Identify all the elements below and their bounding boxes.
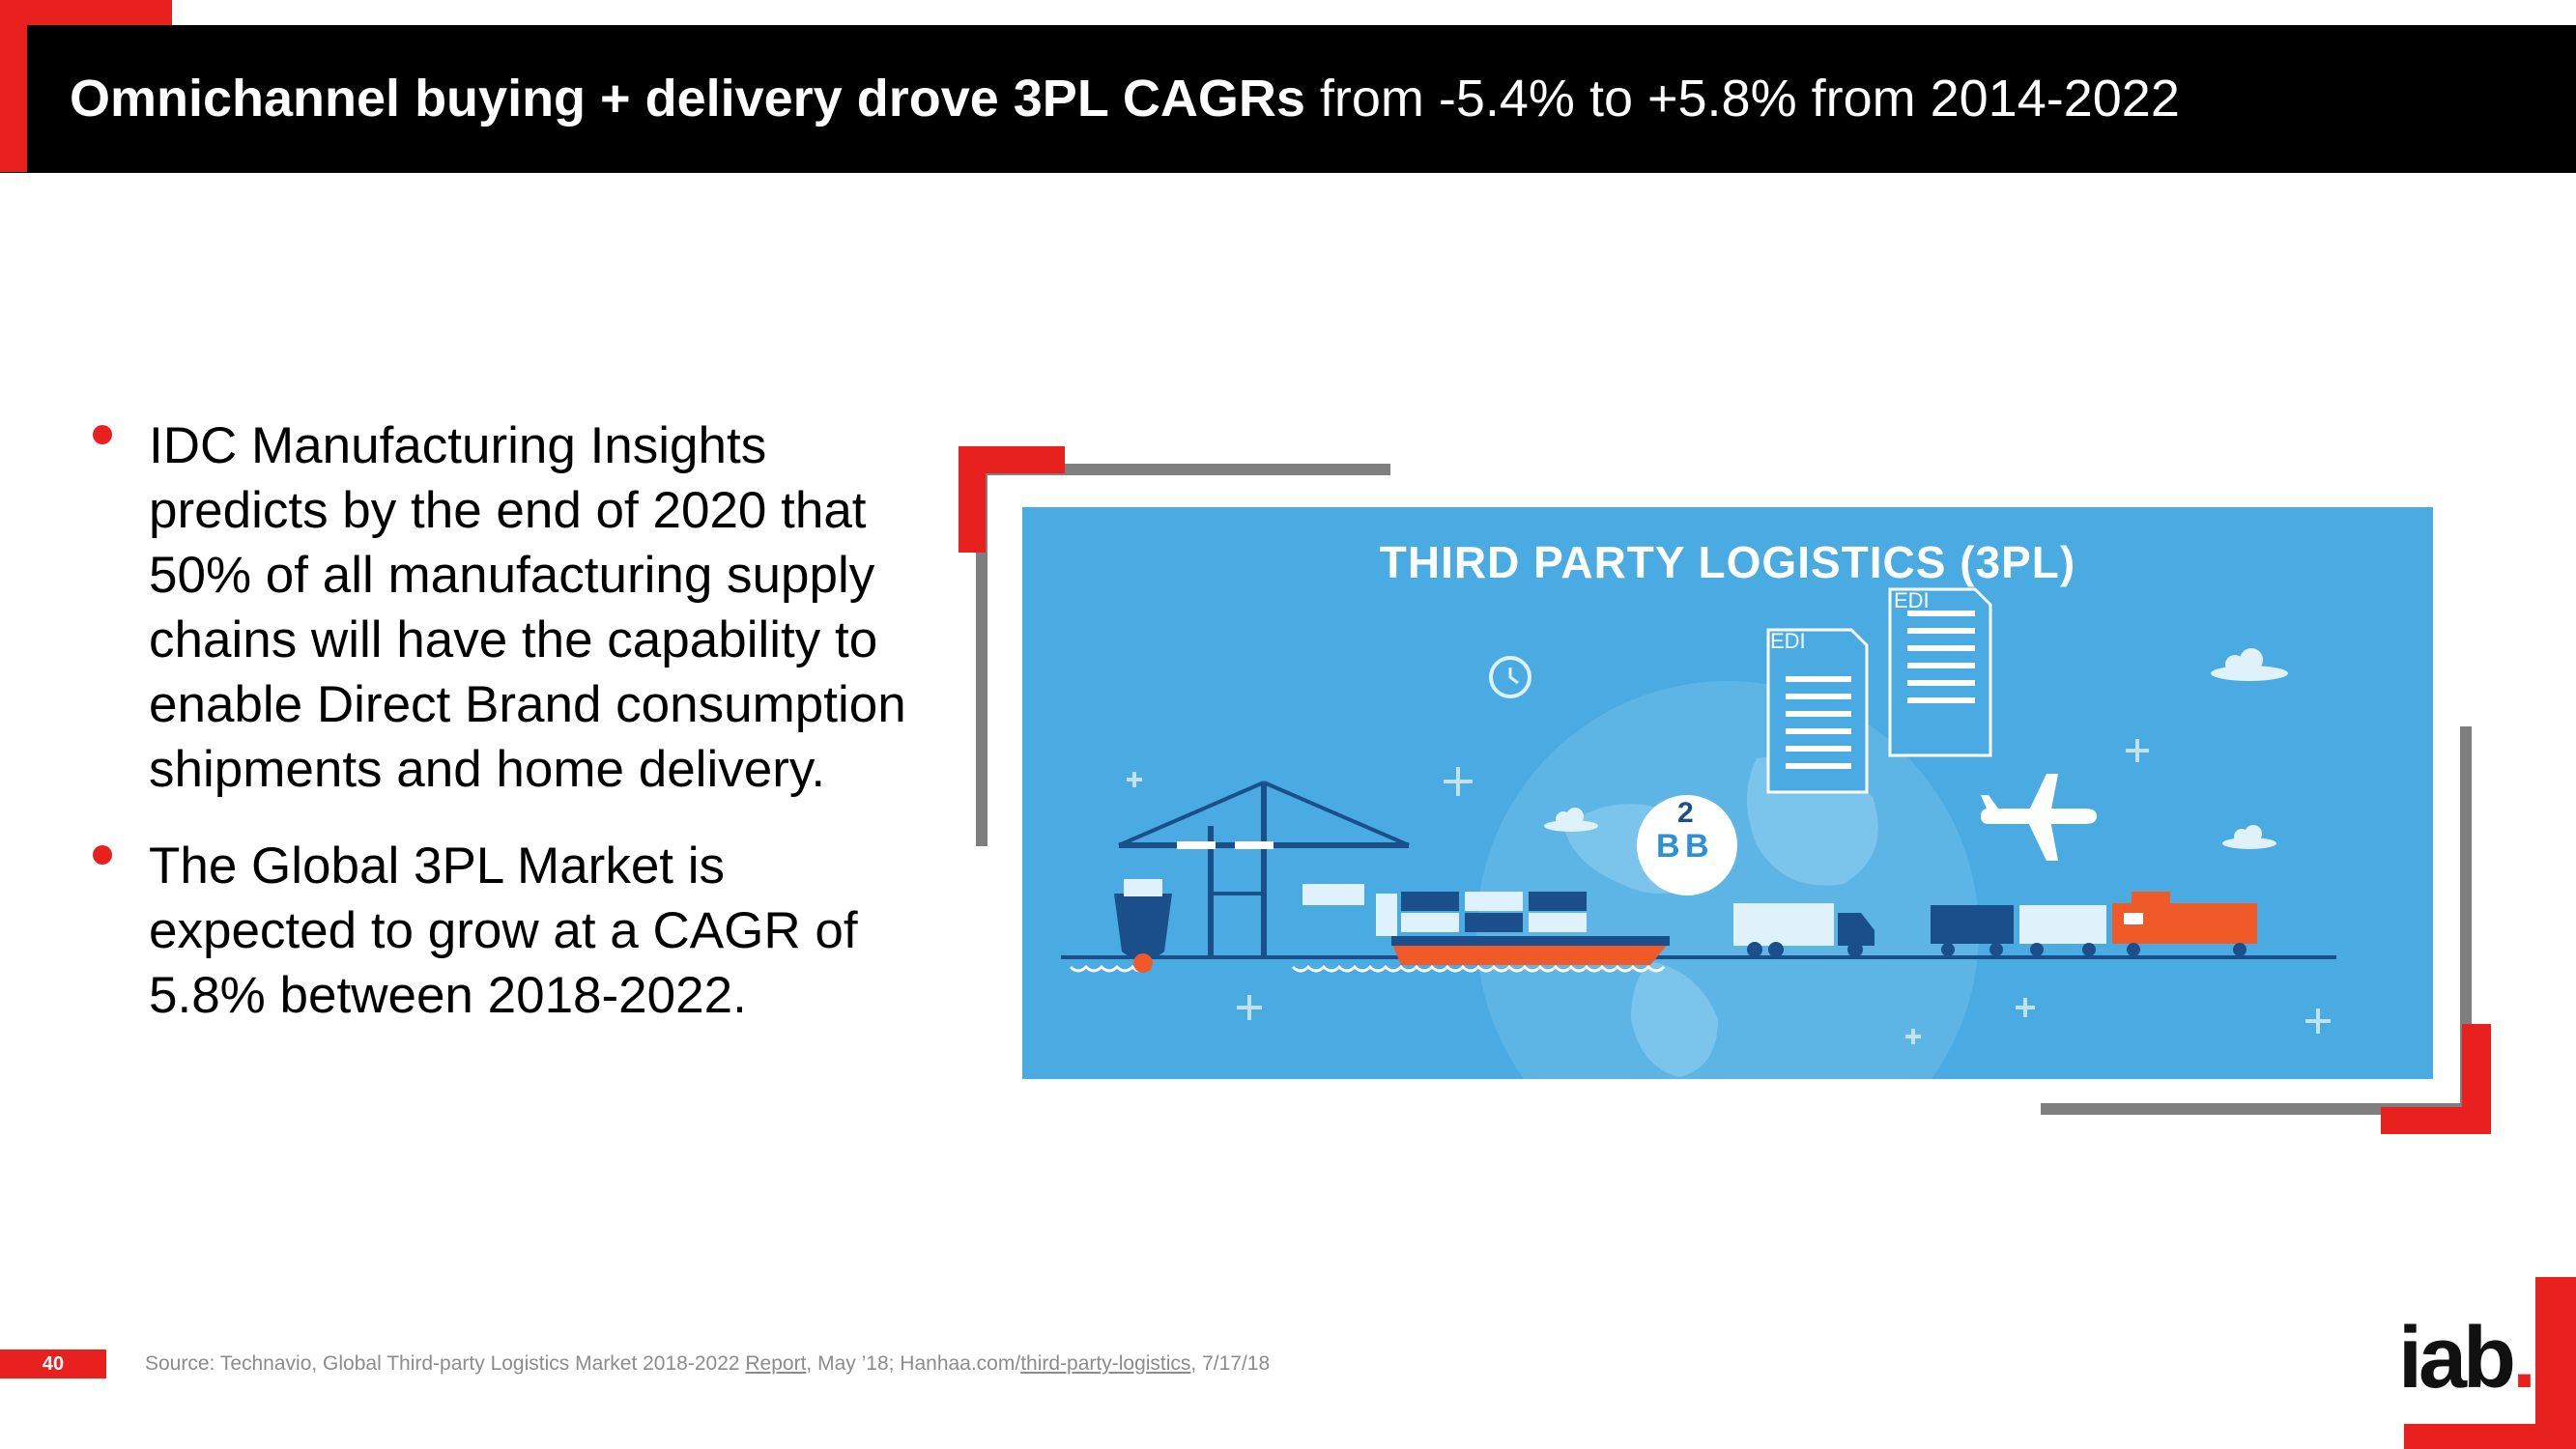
logo-corner-vertical <box>2535 1277 2576 1449</box>
document-icon <box>1888 587 1992 757</box>
airplane-icon <box>1981 774 2097 861</box>
ship-icon <box>1376 892 1670 965</box>
frame-left-gray-bar <box>976 464 987 846</box>
source-report-link[interactable]: Report <box>745 1352 807 1375</box>
bullet-text: The Global 3PL Market is expected to gro… <box>149 838 858 1024</box>
iab-logo: iab. <box>2398 1309 2536 1408</box>
source-note: Source: Technavio, Global Third-party Lo… <box>145 1352 1270 1376</box>
frame-left-red-corner <box>959 446 986 553</box>
title-accent-horizontal <box>0 0 172 25</box>
bullet-list: IDC Manufacturing Insights predicts by t… <box>85 413 935 1060</box>
logo-text: iab <box>2398 1310 2516 1406</box>
source-hanhaa-link[interactable]: third-party-logistics <box>1020 1352 1191 1375</box>
illustration-title: THIRD PARTY LOGISTICS (3PL) <box>1379 537 2076 587</box>
title-accent-vertical <box>0 0 27 172</box>
b2b-left-label: B <box>1656 828 1680 865</box>
logo-dot: . <box>2512 1310 2536 1406</box>
clock-icon <box>1489 656 1531 698</box>
cloud-icon <box>1544 648 2288 849</box>
bullet-dot-icon <box>93 845 112 865</box>
page-number: 40 <box>42 1353 65 1375</box>
title-bar <box>0 25 2576 173</box>
slide-title-bold: Omnichannel buying + delivery drove 3PL … <box>70 70 1305 128</box>
source-prefix: Source: Technavio, Global Third-party Lo… <box>145 1352 746 1375</box>
logo-corner-horizontal <box>2404 1424 2576 1449</box>
page-number-badge <box>0 1350 106 1378</box>
bullet-dot-icon <box>93 425 112 444</box>
ship-icon <box>1114 879 1172 973</box>
edi-label-lower: EDI <box>1770 629 1806 653</box>
document-icon <box>1766 628 1869 794</box>
frame-top-gray-bar <box>976 464 1390 475</box>
train-icon <box>1931 892 2257 956</box>
bullet-item: IDC Manufacturing Insights predicts by t… <box>85 413 935 802</box>
slide-title-regular: from -5.4% to +5.8% from 2014-2022 <box>1304 70 2180 128</box>
source-middle: , May ’18; Hanhaa.com/ <box>806 1352 1021 1375</box>
illustration-graphics <box>1061 587 2336 1079</box>
truck-icon <box>1733 903 1875 957</box>
frame-bottom-gray-bar <box>2041 1103 2472 1115</box>
b2b-top-label: 2 <box>1677 797 1694 829</box>
b2b-badge <box>1637 795 1737 895</box>
bullet-item: The Global 3PL Market is expected to gro… <box>85 834 935 1028</box>
b2b-right-label: B <box>1685 828 1709 865</box>
logistics-illustration: THIRD PARTY LOGISTICS (3PL) EDI EDI 2 B … <box>1022 507 2433 1079</box>
source-suffix: , 7/17/18 <box>1190 1352 1271 1375</box>
crane-icon <box>1118 781 1410 957</box>
slide-title: Omnichannel buying + delivery drove 3PL … <box>70 25 2180 173</box>
frame-right-gray-bar <box>2460 726 2472 1113</box>
bullet-text: IDC Manufacturing Insights predicts by t… <box>149 417 906 798</box>
frame-bottom-red-corner <box>2381 1107 2491 1134</box>
edi-label-upper: EDI <box>1894 588 1930 612</box>
